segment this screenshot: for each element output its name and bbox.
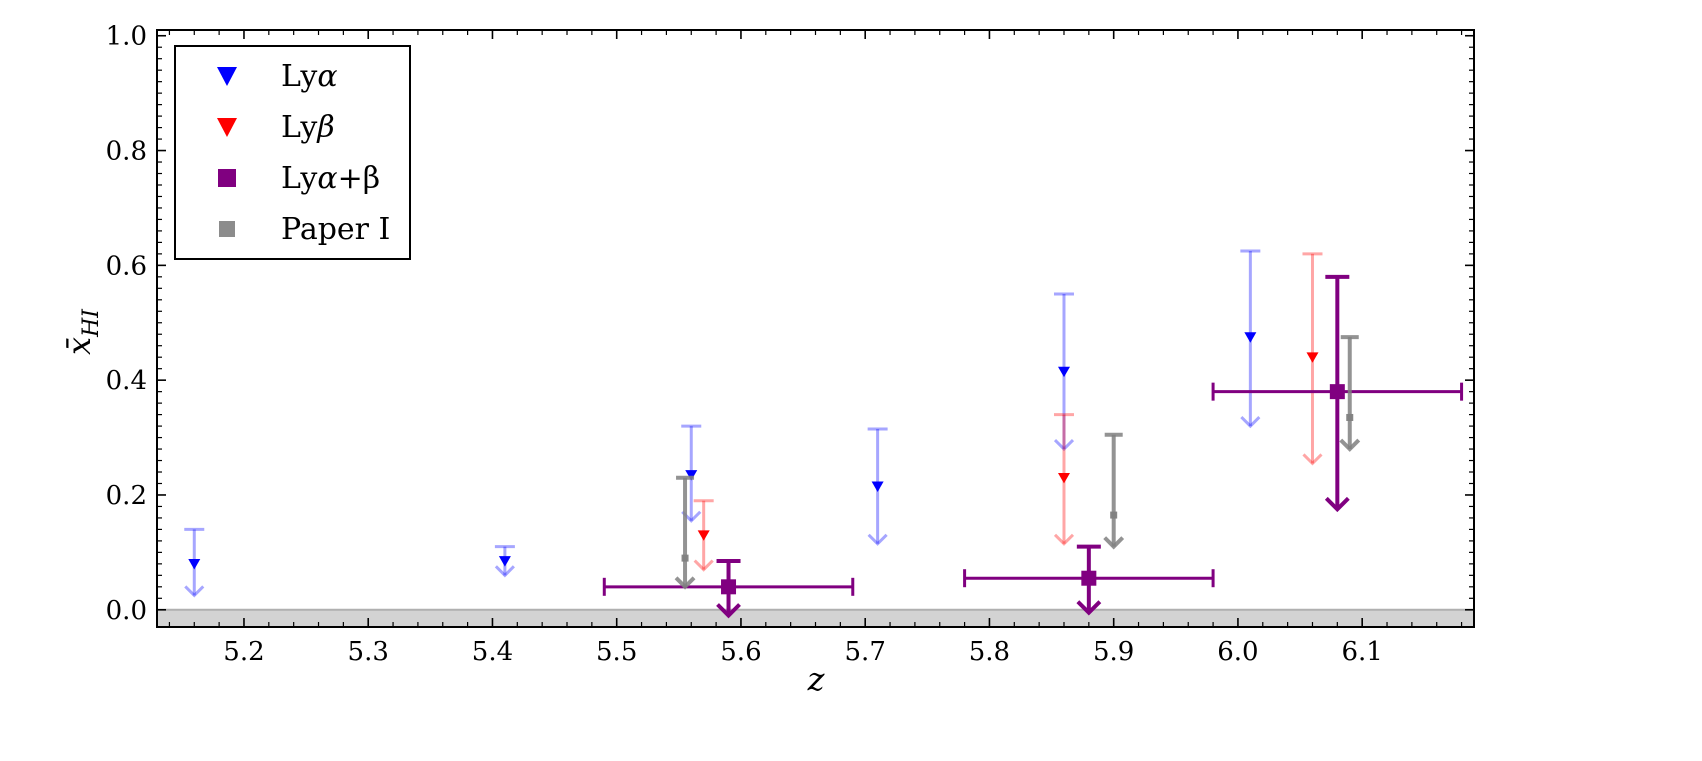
y-tick-label: 0.4 <box>106 366 147 396</box>
series-ly- <box>184 249 1261 598</box>
x-tick-label: 5.7 <box>845 637 886 667</box>
x-tick-label: 6.0 <box>1217 637 1258 667</box>
data-point-triangle <box>685 470 698 481</box>
upper-limit-arrowhead <box>1053 533 1075 546</box>
y-tick-label: 0.6 <box>106 251 147 281</box>
zero-floor-band <box>157 609 1474 627</box>
data-point-triangle <box>1306 352 1319 363</box>
legend-entry-greek: β <box>316 110 334 145</box>
y-axis-label-main: x̄ <box>60 337 98 355</box>
y-tick-label: 0.2 <box>106 481 147 511</box>
legend-marker-square <box>218 169 236 187</box>
upper-limit-arrowhead <box>184 585 205 598</box>
data-marks <box>184 249 1464 619</box>
upper-limit-arrowhead <box>1240 416 1261 429</box>
y-tick-label: 0.8 <box>106 137 147 167</box>
data-point-square <box>1081 570 1097 586</box>
x-tick-label: 5.2 <box>223 637 264 667</box>
plot-frame <box>156 29 1475 628</box>
upper-limit-arrowhead <box>674 576 696 590</box>
upper-limit-arrowhead <box>1339 438 1361 452</box>
legend-marker-square <box>219 221 235 237</box>
upper-limit-arrowhead <box>1053 438 1075 452</box>
data-point-triangle <box>498 556 511 567</box>
legend-entry-text: Ly <box>281 110 317 145</box>
legend-entry-greek: α <box>317 161 337 196</box>
legend-entry-text: Paper I <box>281 212 390 247</box>
upper-limit-arrowhead <box>1103 536 1125 550</box>
data-point-triangle <box>871 481 884 492</box>
upper-limit-arrowhead <box>1324 496 1350 513</box>
legend-entry-text: Ly <box>281 59 317 94</box>
series-ly- <box>602 274 1464 619</box>
legend-entry-label: Lyβ <box>281 110 335 145</box>
upper-limit-arrowhead <box>867 533 888 546</box>
legend-entry-label: Paper I <box>281 212 390 247</box>
upper-limit-arrowhead <box>494 565 515 578</box>
y-axis-label: x̄HI <box>60 308 104 355</box>
data-point-square <box>1346 413 1354 421</box>
upper-limit-arrowhead <box>1076 600 1102 616</box>
data-point-square <box>1329 384 1345 400</box>
legend-entry-text: Ly <box>281 161 317 196</box>
legend-entry-label: Lyα <box>281 59 338 94</box>
legend-box <box>174 45 411 260</box>
x-tick-label: 5.4 <box>472 637 513 667</box>
series-ly- <box>693 252 1323 572</box>
x-tick-label: 5.5 <box>596 637 637 667</box>
x-axis-label: z <box>807 660 826 698</box>
data-point-triangle <box>1244 332 1257 343</box>
svg-text:x̄HI: x̄HI <box>60 308 104 355</box>
data-point-triangle <box>188 559 201 570</box>
x-tick-label: 5.8 <box>969 637 1010 667</box>
data-point-square <box>721 579 737 595</box>
data-point-triangle <box>697 530 710 541</box>
x-tick-label: 6.1 <box>1341 637 1382 667</box>
legend-marker-triangle <box>217 67 237 86</box>
legend-entry-greek: α <box>317 59 337 94</box>
y-tick-label: 1.0 <box>106 22 147 52</box>
y-tick-label: 0.0 <box>106 596 147 626</box>
upper-limit-arrowhead <box>716 603 741 619</box>
data-point-triangle <box>1057 366 1070 378</box>
y-axis-label-subscript: HI <box>79 308 104 338</box>
legend-entry-label: Lyα+β <box>281 161 380 196</box>
data-point-square <box>681 554 689 562</box>
legend-entry-suffix: +β <box>338 161 380 196</box>
upper-limit-arrowhead <box>1302 453 1323 466</box>
data-point-square <box>1110 511 1118 519</box>
data-point-triangle <box>1057 472 1070 484</box>
upper-limit-arrowhead <box>693 559 714 572</box>
x-tick-label: 5.3 <box>348 637 389 667</box>
legend-marker-triangle <box>217 118 237 137</box>
x-tick-label: 5.6 <box>720 637 761 667</box>
x-tick-label: 5.9 <box>1093 637 1134 667</box>
series-paper-i <box>674 335 1361 590</box>
